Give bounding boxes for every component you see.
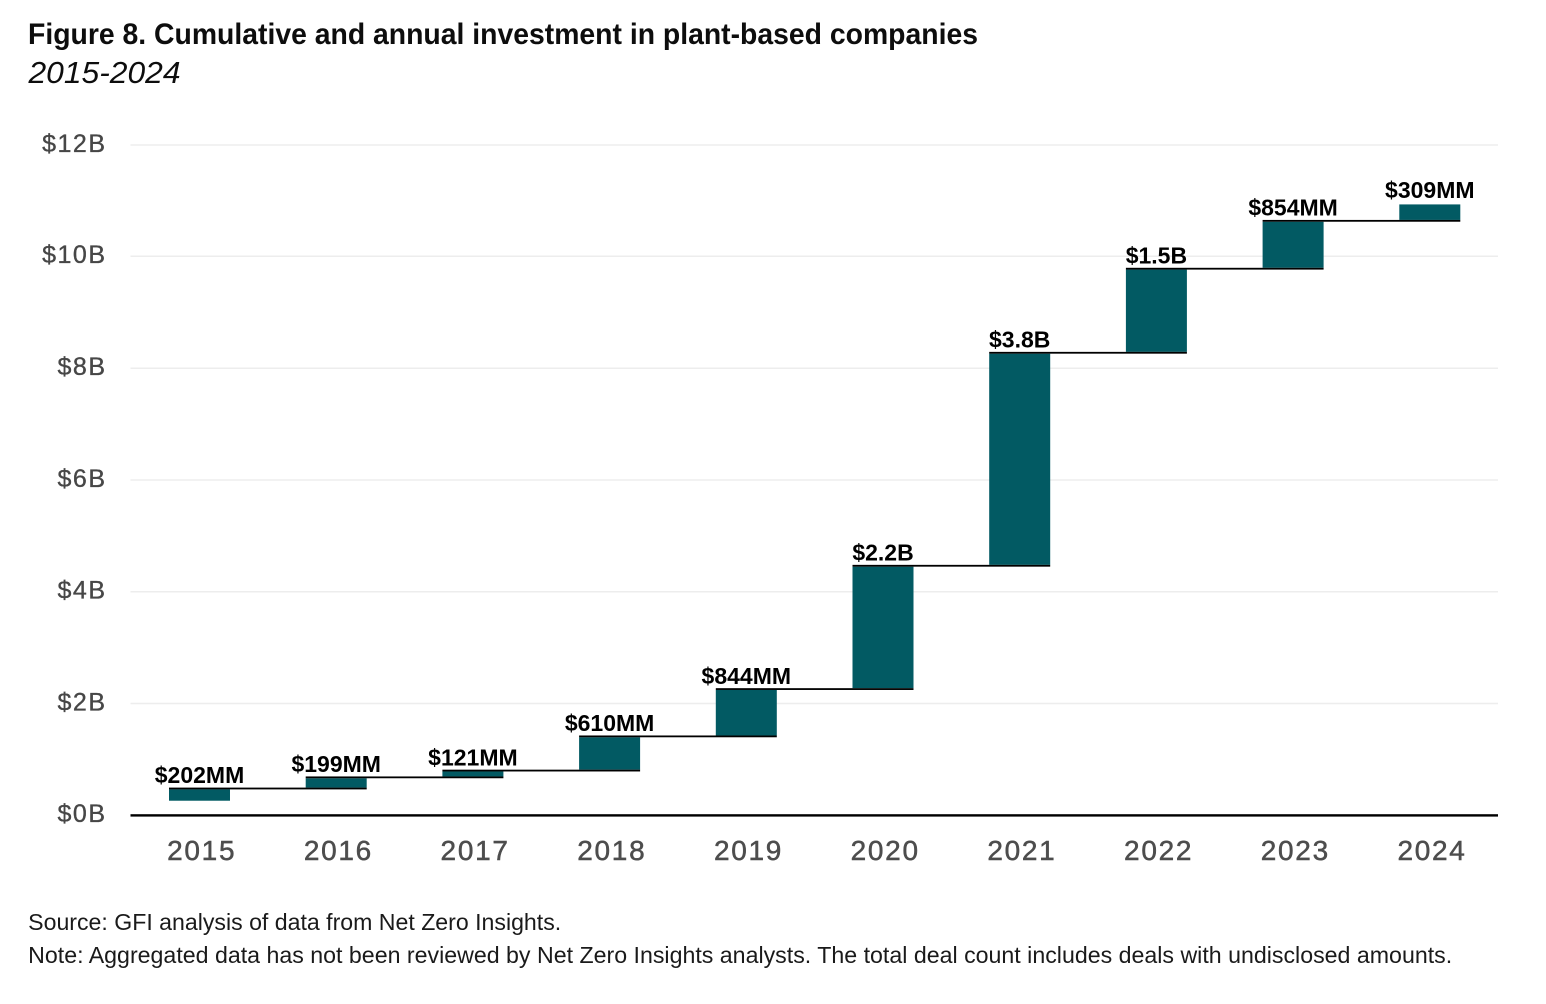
svg-text:$0B: $0B — [58, 800, 107, 828]
svg-text:$3.8B: $3.8B — [989, 327, 1050, 353]
svg-text:$610MM: $610MM — [565, 710, 654, 736]
svg-text:$2B: $2B — [58, 688, 107, 716]
svg-text:$4B: $4B — [58, 577, 107, 605]
svg-text:$10B: $10B — [42, 241, 106, 269]
svg-text:2021: 2021 — [987, 835, 1056, 866]
svg-text:2024: 2024 — [1397, 835, 1466, 866]
svg-text:2018: 2018 — [577, 835, 646, 866]
svg-text:2016: 2016 — [304, 835, 373, 866]
svg-text:$6B: $6B — [58, 465, 107, 493]
svg-text:2015: 2015 — [167, 835, 236, 866]
svg-text:$121MM: $121MM — [428, 744, 517, 770]
svg-text:$854MM: $854MM — [1248, 195, 1337, 221]
svg-text:$12B: $12B — [42, 130, 106, 158]
svg-text:$844MM: $844MM — [702, 663, 791, 689]
svg-text:2022: 2022 — [1124, 835, 1193, 866]
svg-text:Note: Aggregated data has not: Note: Aggregated data has not been revie… — [28, 942, 1452, 968]
svg-text:2017: 2017 — [441, 835, 510, 866]
svg-text:$2.2B: $2.2B — [852, 540, 913, 566]
svg-text:Figure 8. Cumulative and annua: Figure 8. Cumulative and annual investme… — [28, 18, 978, 51]
svg-text:$8B: $8B — [58, 353, 107, 381]
svg-text:$1.5B: $1.5B — [1126, 242, 1187, 268]
svg-text:2023: 2023 — [1261, 835, 1330, 866]
svg-text:$202MM: $202MM — [155, 762, 244, 788]
svg-text:2020: 2020 — [851, 835, 920, 866]
svg-text:$199MM: $199MM — [291, 751, 380, 777]
svg-text:2015-2024: 2015-2024 — [27, 55, 180, 90]
svg-text:2019: 2019 — [714, 835, 783, 866]
svg-text:$309MM: $309MM — [1385, 177, 1474, 203]
svg-text:Source: GFI analysis of data f: Source: GFI analysis of data from Net Ze… — [28, 909, 561, 935]
